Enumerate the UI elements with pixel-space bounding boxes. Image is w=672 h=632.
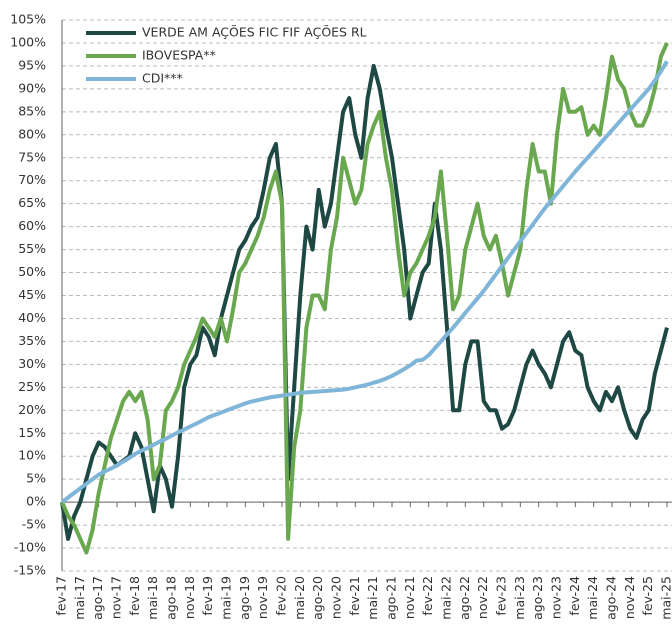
x-tick-label: ago-20: [310, 576, 325, 620]
x-tick-label: mai-21: [365, 576, 380, 620]
x-tick-label: mai-24: [585, 576, 600, 620]
y-tick-label: 55%: [18, 241, 46, 256]
y-tick-label: -15%: [14, 563, 46, 578]
x-tick-label: ago-19: [237, 576, 252, 620]
x-tick-label: fev-20: [274, 576, 289, 616]
y-tick-label: 80%: [18, 126, 46, 141]
x-tick-label: ago-21: [384, 576, 399, 620]
y-tick-label: 85%: [18, 103, 46, 118]
y-tick-label: -5%: [22, 517, 46, 532]
y-tick-label: 50%: [18, 264, 46, 279]
x-tick-label: ago-22: [457, 576, 472, 620]
series-line: [60, 60, 669, 504]
x-tick-label: nov-23: [549, 576, 564, 619]
x-tick-label: mai-22: [439, 576, 454, 620]
y-tick-label: 100%: [10, 34, 46, 49]
x-tick-label: mai-20: [292, 576, 307, 620]
x-tick-label: nov-21: [402, 576, 417, 619]
legend-label: CDI***: [142, 71, 183, 86]
x-tick-label: fev-21: [347, 576, 362, 616]
y-tick-label: 30%: [18, 356, 46, 371]
legend-label: IBOVESPA**: [142, 48, 216, 63]
y-tick-label: 5%: [26, 471, 46, 486]
y-tick-label: 70%: [18, 172, 46, 187]
x-tick-label: ago-23: [530, 576, 545, 620]
x-tick-label: mai-23: [512, 576, 527, 620]
y-tick-label: -10%: [14, 540, 46, 555]
y-tick-label: 65%: [18, 195, 46, 210]
y-tick-label: 105%: [10, 12, 46, 27]
x-tick-label: mai-25: [659, 576, 672, 620]
y-tick-label: 15%: [18, 425, 46, 440]
x-tick-label: fev-18: [127, 576, 142, 616]
x-tick-label: nov-18: [182, 576, 197, 619]
x-tick-label: mai-18: [145, 576, 160, 620]
x-tick-label: fev-24: [567, 576, 582, 616]
y-tick-label: 95%: [18, 57, 46, 72]
x-tick-label: ago-24: [604, 576, 619, 620]
x-tick-label: mai-19: [219, 576, 234, 620]
series-line: [60, 42, 669, 555]
y-tick-label: 90%: [18, 80, 46, 95]
x-tick-label: fev-23: [494, 576, 509, 616]
x-tick-label: fev-22: [420, 576, 435, 616]
y-tick-label: 25%: [18, 379, 46, 394]
y-tick-label: 35%: [18, 333, 46, 348]
x-tick-label: fev-17: [54, 576, 69, 616]
y-tick-label: 40%: [18, 310, 46, 325]
x-tick-label: ago-17: [90, 576, 105, 620]
y-tick-label: 75%: [18, 149, 46, 164]
x-tick-label: fev-19: [200, 576, 215, 616]
x-tick-label: nov-19: [255, 576, 270, 619]
y-tick-label: 60%: [18, 218, 46, 233]
x-tick-label: nov-22: [475, 576, 490, 619]
x-tick-label: nov-20: [329, 576, 344, 619]
x-tick-label: nov-24: [622, 576, 637, 619]
legend-label: VERDE AM AÇÕES FIC FIF AÇÕES RL: [142, 25, 367, 40]
x-tick-label: mai-17: [72, 576, 87, 620]
x-tick-label: ago-18: [164, 576, 179, 620]
y-tick-label: 45%: [18, 287, 46, 302]
x-tick-label: fev-25: [640, 576, 655, 616]
x-tick-label: nov-17: [109, 576, 124, 619]
y-tick-label: 0%: [26, 494, 46, 509]
y-tick-label: 10%: [18, 448, 46, 463]
series-line: [60, 63, 669, 541]
y-tick-label: 20%: [18, 402, 46, 417]
